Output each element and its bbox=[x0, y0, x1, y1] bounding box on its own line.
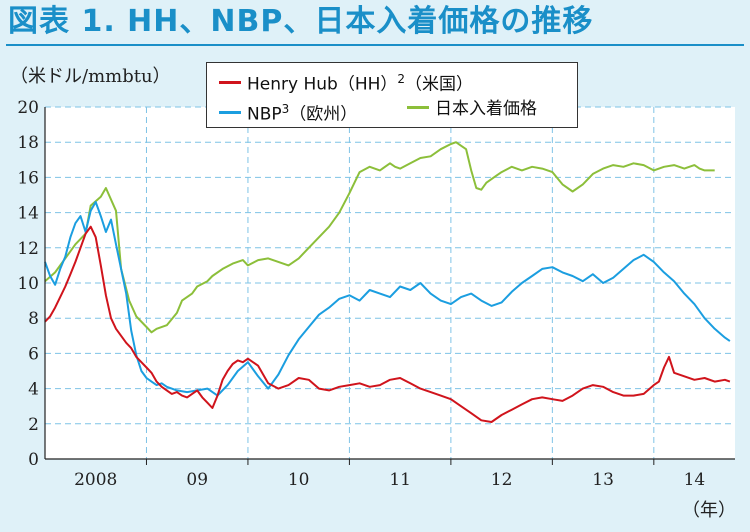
y-tick-label: 8 bbox=[28, 309, 39, 329]
x-tick-labels: 2008 09 10 11 12 13 14 bbox=[74, 470, 705, 490]
x-tick-label: 09 bbox=[186, 470, 208, 490]
legend-item-nbp: NBP3（欧州） bbox=[219, 95, 358, 125]
legend-item-hh: Henry Hub（HH）2（米国） bbox=[219, 65, 474, 95]
x-tick-label: 12 bbox=[491, 470, 513, 490]
series-line-hh bbox=[44, 225, 731, 423]
y-tick-label: 18 bbox=[17, 133, 39, 153]
legend-label-nbp: NBP bbox=[247, 104, 282, 125]
y-tick-label: 16 bbox=[17, 168, 39, 188]
series-group bbox=[44, 141, 731, 423]
y-tick-label: 0 bbox=[28, 450, 39, 470]
y-axis-unit-label: （米ドル/mmbtu） bbox=[10, 66, 171, 87]
chart-title: 図表 1. HH、NBP、日本入着価格の推移 bbox=[8, 4, 594, 39]
y-tick-label: 2 bbox=[28, 415, 39, 435]
x-axis-unit-label: （年） bbox=[682, 500, 736, 521]
legend-swatch-japan bbox=[407, 105, 429, 109]
y-tick-label: 6 bbox=[28, 344, 39, 364]
x-tick-label: 14 bbox=[684, 470, 706, 490]
legend-suffix-nbp: （欧州） bbox=[289, 104, 358, 125]
y-tick-label: 4 bbox=[28, 380, 39, 400]
title-underline bbox=[6, 44, 744, 46]
axes bbox=[44, 107, 735, 465]
x-tick-label: 13 bbox=[592, 470, 614, 490]
y-tick-label: 20 bbox=[17, 98, 39, 118]
legend-swatch-hh bbox=[219, 81, 241, 85]
x-tick-label: 10 bbox=[288, 470, 310, 490]
legend-label-japan: 日本入着価格 bbox=[435, 99, 537, 119]
legend-item-japan: 日本入着価格 bbox=[407, 95, 537, 123]
legend-footnote-nbp: 3 bbox=[281, 102, 290, 116]
y-tick-label: 12 bbox=[17, 239, 39, 259]
y-tick-label: 14 bbox=[17, 204, 39, 224]
y-tick-labels: 0 2 4 6 8 10 12 14 16 18 20 bbox=[17, 98, 39, 470]
legend: Henry Hub（HH）2（米国） NBP3（欧州） 日本入着価格 bbox=[206, 62, 578, 128]
x-tick-label: 2008 bbox=[74, 470, 117, 490]
legend-label-hh: Henry Hub（HH） bbox=[247, 74, 398, 95]
legend-suffix-hh: （米国） bbox=[405, 74, 474, 95]
series-line-japan bbox=[44, 141, 715, 334]
y-tick-label: 10 bbox=[17, 274, 39, 294]
x-tick-label: 11 bbox=[389, 470, 411, 490]
legend-footnote-hh: 2 bbox=[397, 72, 406, 86]
legend-swatch-nbp bbox=[219, 111, 241, 115]
series-line-nbp bbox=[44, 201, 731, 397]
